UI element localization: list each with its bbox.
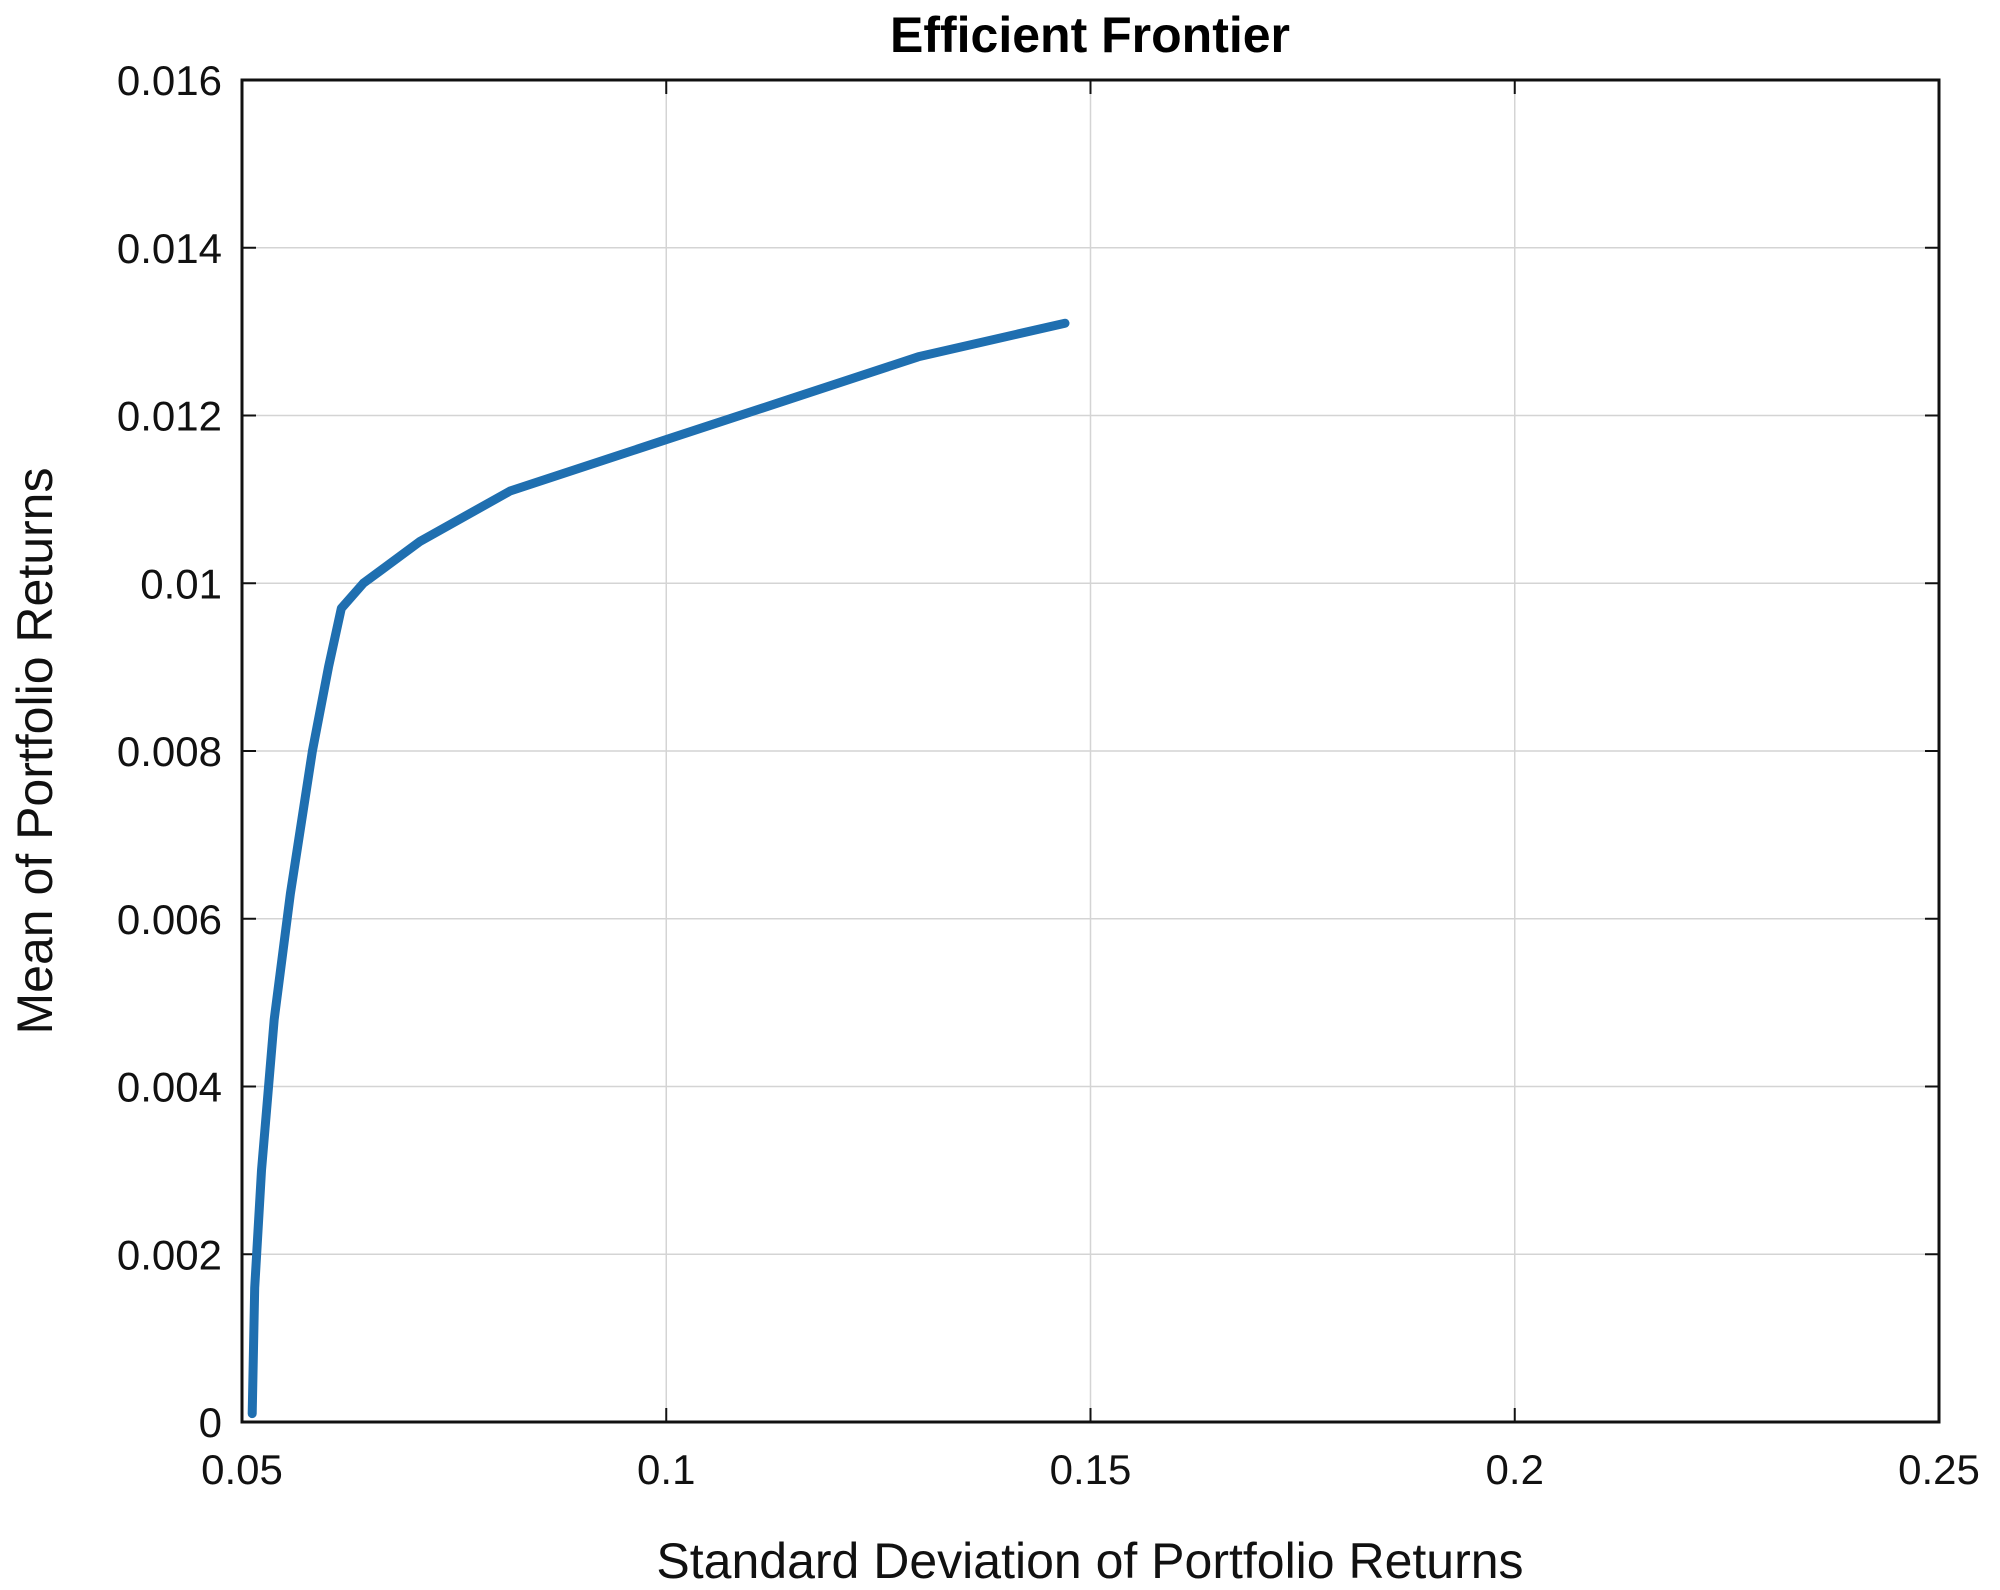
y-tick-label: 0.004 xyxy=(117,1064,222,1111)
x-tick-label: 0.2 xyxy=(1486,1446,1544,1493)
y-tick-label: 0.006 xyxy=(117,896,222,943)
y-tick-label: 0.01 xyxy=(140,560,222,607)
y-tick-label: 0 xyxy=(199,1399,222,1446)
y-tick-label: 0.008 xyxy=(117,728,222,775)
x-tick-label: 0.05 xyxy=(201,1446,283,1493)
chart-title: Efficient Frontier xyxy=(890,7,1290,63)
plot-frame xyxy=(240,78,1941,1424)
y-tick-label: 0.014 xyxy=(117,225,222,272)
y-axis-label: Mean of Portfolio Returns xyxy=(7,468,63,1035)
x-tick-label: 0.25 xyxy=(1898,1446,1980,1493)
y-ticks: 0 0.002 0.004 0.006 0.008 0.01 0.012 0.014 0.016 xyxy=(117,57,1939,1446)
x-ticks: 0.05 0.1 0.15 0.2 0.25 xyxy=(201,80,1980,1493)
y-tick-label: 0.012 xyxy=(117,393,222,440)
frontier-line xyxy=(247,318,1070,1419)
y-tick-label: 0.016 xyxy=(117,57,222,104)
x-tick-label: 0.15 xyxy=(1050,1446,1132,1493)
x-tick-label: 0.1 xyxy=(637,1446,695,1493)
grid xyxy=(241,79,1940,1423)
x-axis-label: Standard Deviation of Portfolio Returns xyxy=(656,1533,1523,1589)
y-tick-label: 0.002 xyxy=(117,1231,222,1278)
